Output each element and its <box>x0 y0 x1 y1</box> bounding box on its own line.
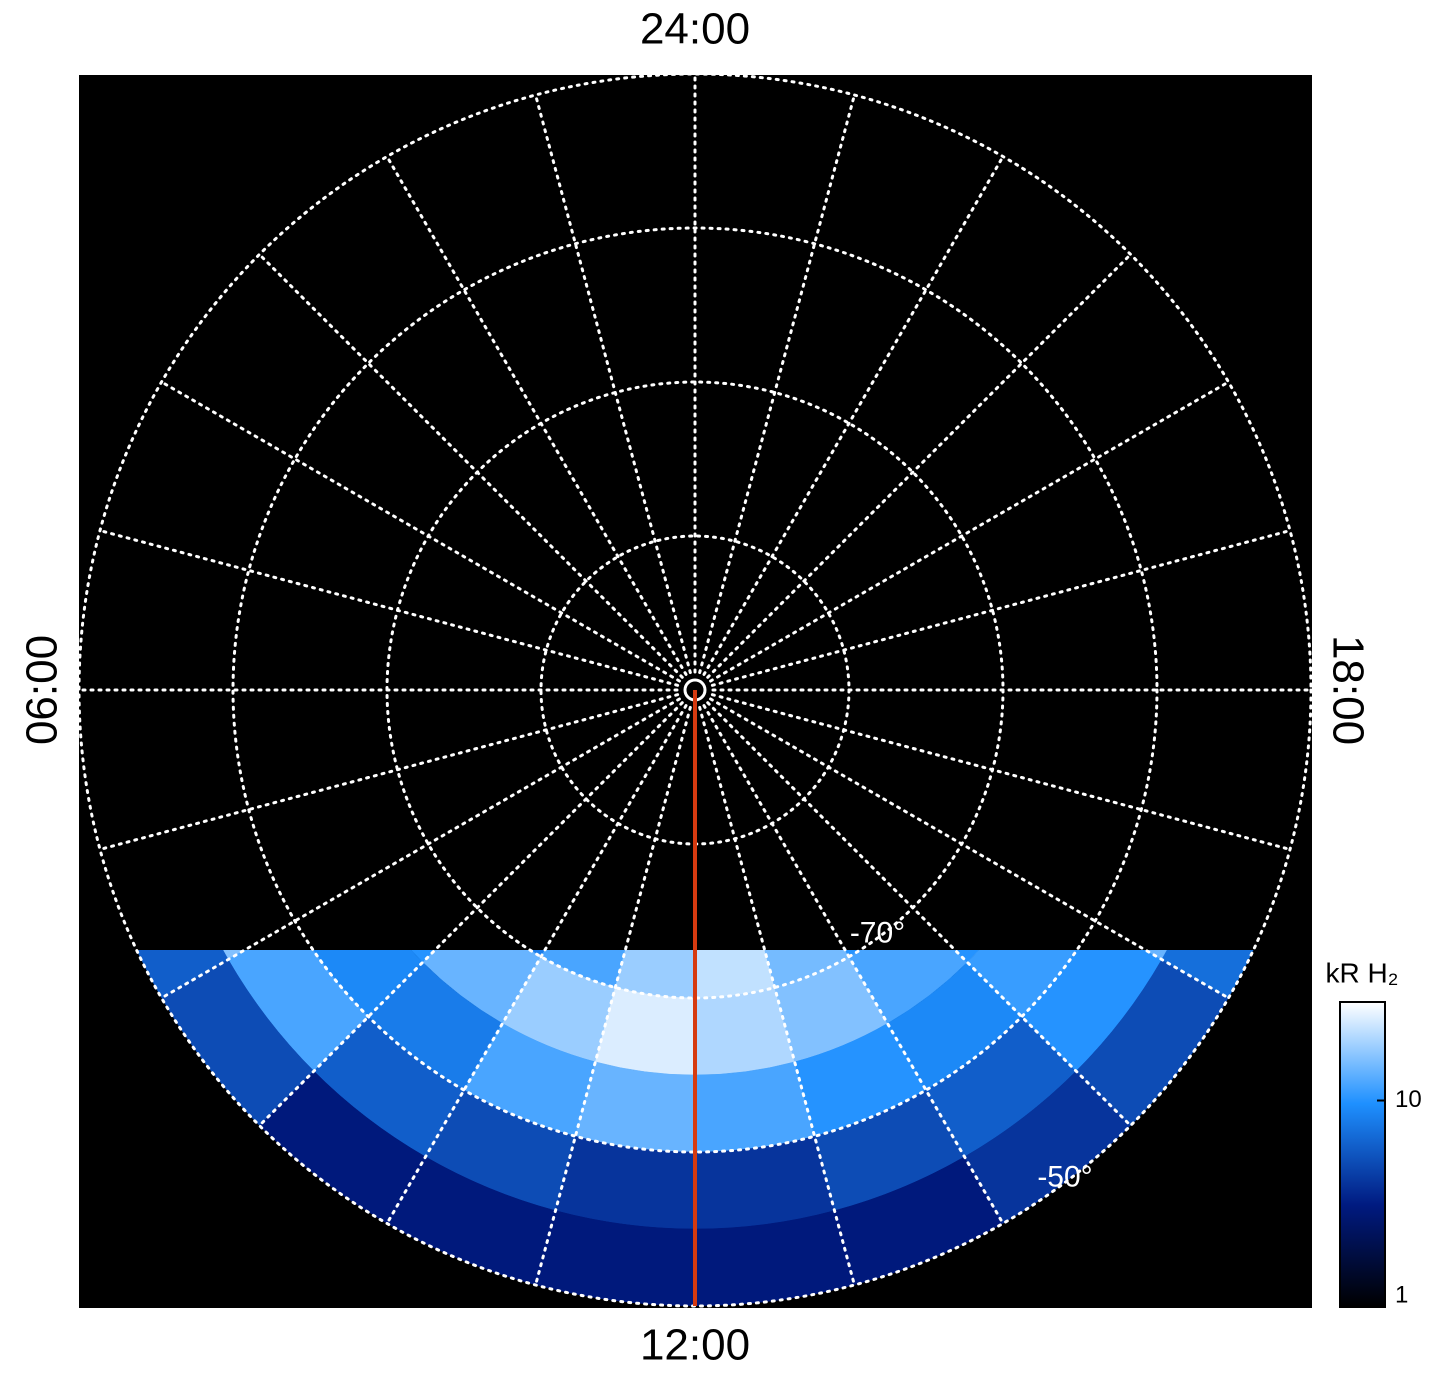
meridian-line <box>385 155 688 676</box>
colorbar <box>1339 1001 1386 1308</box>
meridian-line <box>698 93 856 675</box>
emission-cell <box>694 1061 815 1153</box>
meridian-line <box>709 697 1230 1000</box>
local-time-label: 06:00 <box>18 635 67 745</box>
meridian-line <box>702 704 1005 1225</box>
local-time-label: 18:00 <box>1323 635 1372 745</box>
meridian-line <box>710 529 1292 687</box>
meridian-line <box>385 704 688 1225</box>
latitude-label: -50° <box>1037 1161 1092 1194</box>
meridian-line <box>706 252 1133 679</box>
local-time-label: 24:00 <box>640 5 750 54</box>
local-time-label: 12:00 <box>640 1321 750 1370</box>
emission-layer <box>99 950 1291 1306</box>
meridian-line <box>534 705 692 1287</box>
meridian-line <box>702 155 1005 676</box>
meridian-line <box>534 93 692 675</box>
meridian-line <box>709 380 1230 683</box>
meridian-line <box>98 529 680 687</box>
colorbar-tick-label: 10 <box>1395 1086 1422 1113</box>
meridian-line <box>160 697 681 1000</box>
latitude-circle <box>231 226 1159 1154</box>
meridian-line <box>98 693 680 851</box>
meridian-line <box>698 705 856 1287</box>
meridian-line <box>257 252 684 679</box>
colorbar-tick-label: 1 <box>1395 1281 1408 1308</box>
colorbar-title: kR H₂ <box>1325 957 1398 988</box>
latitude-label: -70° <box>850 916 905 949</box>
meridian-line <box>160 380 681 683</box>
meridian-line <box>257 701 684 1128</box>
meridian-line <box>706 701 1133 1128</box>
meridian-line <box>710 693 1292 851</box>
emission-cell <box>575 1061 696 1153</box>
